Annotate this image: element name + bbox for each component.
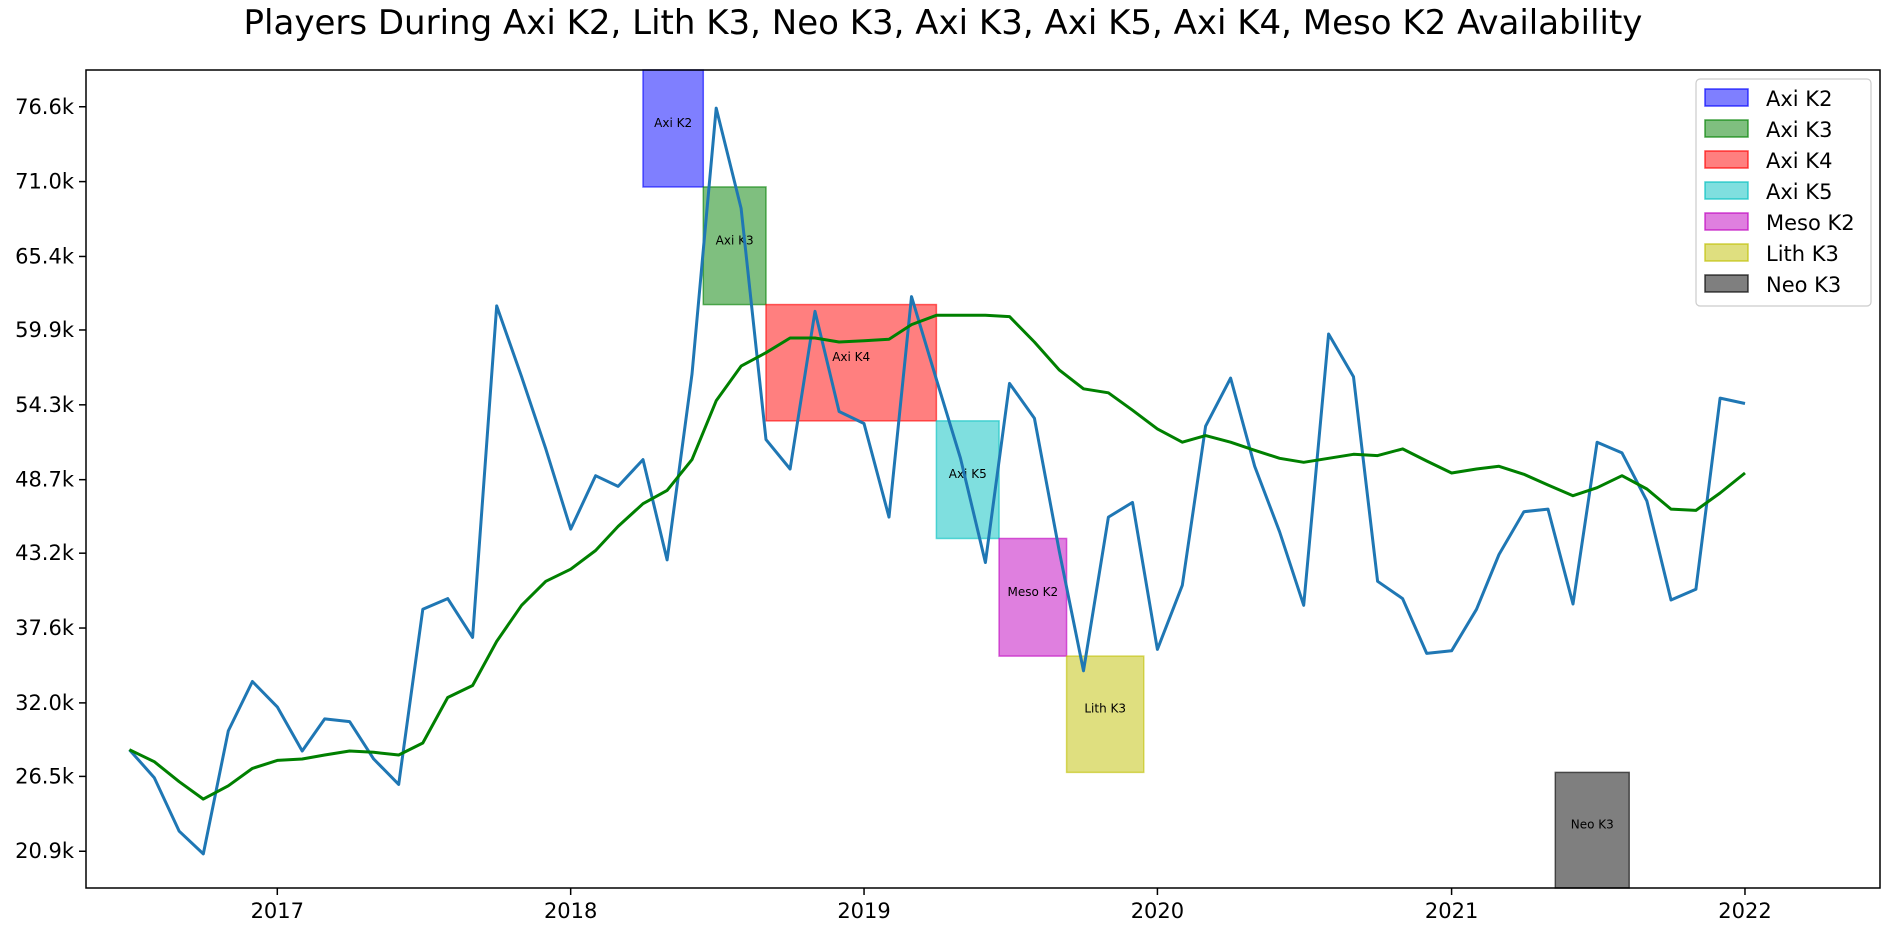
band-axi-k5	[935, 420, 1000, 540]
y-tick-label: 65.4k	[15, 244, 75, 268]
legend-label: Axi K4	[1766, 149, 1832, 173]
series-layer	[128, 106, 1746, 856]
band-axi-k2	[642, 69, 705, 188]
y-tick-label: 26.5k	[15, 764, 75, 788]
legend-label: Neo K3	[1766, 273, 1841, 297]
bands-layer: Axi K2 Axi K3 Axi K4 Axi K5 Meso K2 Lith K3 Ne…	[642, 69, 1630, 889]
legend-label: Axi K3	[1766, 118, 1832, 142]
legend-label: Lith K3	[1766, 242, 1839, 266]
x-tick-label: 2022	[1718, 899, 1771, 923]
legend-swatch	[1704, 88, 1749, 107]
x-tick-label: 2020	[1131, 899, 1184, 923]
band-label: Neo K3	[1571, 818, 1614, 832]
y-tick-label: 59.9k	[15, 318, 75, 342]
band-label: Lith K3	[1084, 702, 1126, 716]
x-tick-label: 2021	[1425, 899, 1478, 923]
band-label: Axi K4	[832, 350, 870, 364]
legend-swatch	[1704, 119, 1749, 138]
series-line-2	[128, 313, 1746, 801]
band-label: Axi K2	[654, 116, 692, 130]
band-axi-k3	[702, 186, 767, 306]
y-axis: 20.9k 26.5k 32.0k 37.6k 43.2k 48.7k 54.3k 59.9k…	[15, 95, 86, 863]
x-tick-label: 2018	[544, 899, 597, 923]
legend-swatch	[1704, 181, 1749, 200]
y-tick-label: 71.0k	[15, 170, 75, 194]
legend: Axi K2 Axi K3 Axi K4 Axi K5 Meso K2 Lith K3 Ne…	[1695, 78, 1872, 307]
y-tick-label: 54.3k	[15, 393, 75, 417]
band-label: Axi K5	[949, 467, 987, 481]
x-axis: 2017 2018 2019 2020 2021 2022	[251, 888, 1772, 923]
band-label: Axi K3	[716, 233, 754, 247]
x-tick-label: 2019	[837, 899, 890, 923]
series-line-1	[128, 106, 1746, 856]
band-lith-k3	[1065, 655, 1145, 774]
chart-title: Players During Axi K2, Lith K3, Neo K3, …	[244, 3, 1643, 43]
legend-swatch	[1704, 212, 1749, 231]
x-tick-label: 2017	[251, 899, 304, 923]
legend-label: Axi K5	[1766, 180, 1832, 204]
y-tick-label: 37.6k	[15, 616, 75, 640]
band-label: Meso K2	[1008, 585, 1059, 599]
legend-label: Meso K2	[1766, 211, 1855, 235]
y-tick-label: 76.6k	[15, 95, 75, 119]
legend-label: Axi K2	[1766, 87, 1832, 111]
legend-swatch	[1704, 150, 1749, 169]
y-tick-label: 20.9k	[15, 839, 75, 863]
y-tick-label: 48.7k	[15, 468, 75, 492]
band-meso-k2	[998, 537, 1068, 657]
y-tick-label: 43.2k	[15, 541, 75, 565]
legend-swatch	[1704, 243, 1749, 262]
legend-swatch	[1704, 274, 1749, 293]
y-tick-label: 32.0k	[15, 691, 75, 715]
